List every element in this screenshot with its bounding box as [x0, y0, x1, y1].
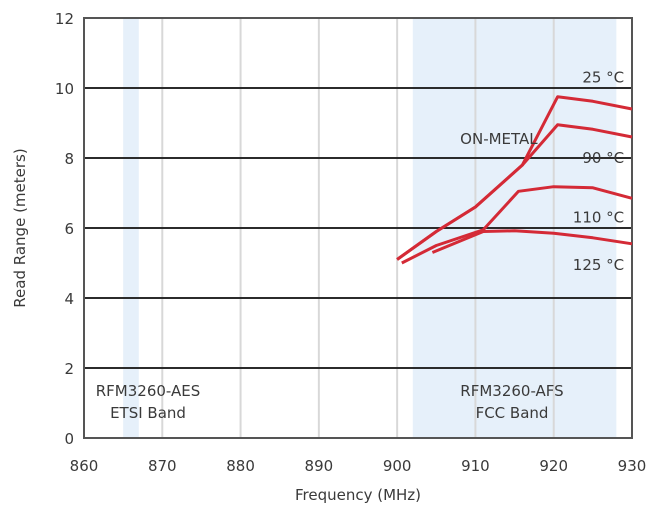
y-tick-labels: 0 2 4 6 8 10 12 — [55, 10, 74, 448]
series-lines — [396, 95, 633, 265]
x-tick-label: 880 — [226, 457, 255, 475]
y-tick-label: 4 — [64, 290, 74, 308]
y-tick-label: 2 — [64, 360, 74, 378]
plot-frame — [83, 17, 633, 439]
series-label: 125 °C — [573, 256, 624, 274]
y-tick-label: 6 — [64, 220, 74, 238]
series-line — [396, 123, 633, 261]
annotation-label: ON-METAL — [460, 130, 538, 148]
x-tick-label: 930 — [618, 457, 647, 475]
y-tick-label: 12 — [55, 10, 74, 28]
series-label: 90 °C — [582, 149, 624, 167]
band-label: RFM3260-AFS — [460, 382, 563, 400]
band-label: ETSI Band — [110, 404, 186, 422]
x-tick-label: 910 — [461, 457, 490, 475]
x-tick-label: 900 — [383, 457, 412, 475]
series-label: 110 °C — [573, 209, 624, 227]
horizontal-gridlines — [84, 87, 632, 369]
x-tick-labels: 860 870 880 890 900 910 920 930 — [70, 457, 647, 475]
y-tick-label: 10 — [55, 80, 74, 98]
y-tick-label: 0 — [64, 430, 74, 448]
series-line — [431, 229, 633, 254]
x-tick-label: 860 — [70, 457, 99, 475]
x-tick-label: 870 — [148, 457, 177, 475]
chart-labels: 25 °C 90 °C 110 °C 125 °C ON-METAL RFM3260-AE… — [96, 69, 624, 422]
x-tick-label: 890 — [305, 457, 334, 475]
band-label: FCC Band — [476, 404, 549, 422]
y-axis-title: Read Range (meters) — [11, 148, 29, 307]
x-tick-label: 920 — [539, 457, 568, 475]
band-label: RFM3260-AES — [96, 382, 201, 400]
y-tick-label: 8 — [64, 150, 74, 168]
series-line — [401, 185, 633, 265]
series-label: 25 °C — [582, 69, 624, 87]
x-axis-title: Frequency (MHz) — [295, 486, 421, 504]
